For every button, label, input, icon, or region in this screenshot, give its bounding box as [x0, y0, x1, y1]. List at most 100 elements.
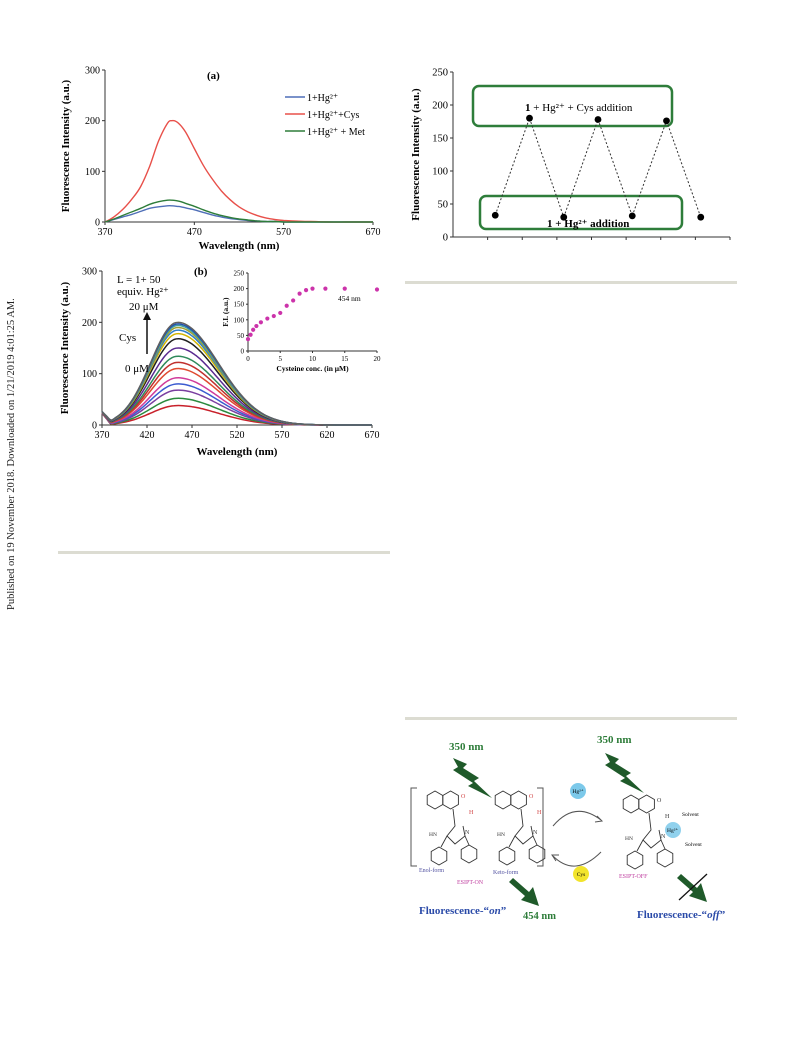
x-tick-label: 470 — [187, 227, 202, 238]
x-tick-label: 520 — [230, 430, 245, 441]
forward-arrow-head — [594, 815, 604, 823]
data-point-4 — [594, 116, 602, 123]
x-tick-label: 370 — [95, 430, 110, 441]
y-tick-label: 50 — [438, 200, 449, 211]
inset-x-tick-label: 10 — [309, 355, 317, 363]
box-bottom-label: 1 + Hg²⁺ addition — [547, 218, 629, 230]
legend-label-3: 1+Hg²⁺ + Met — [307, 127, 365, 138]
fluorescence-off-label: Fluorescence-“off” — [637, 909, 725, 921]
ring — [528, 844, 546, 864]
bond — [464, 835, 470, 846]
cys-reagent-icon — [573, 866, 589, 882]
annotation-bottom: 0 μM — [125, 363, 149, 375]
connector-5 — [631, 120, 667, 217]
atom-label: N — [465, 830, 470, 836]
atom-label: HN — [625, 836, 633, 842]
y-tick-label: 100 — [432, 167, 448, 178]
box-top — [471, 84, 674, 128]
y-axis-label: Fluorescence Intensity (a.u.) — [60, 79, 72, 212]
solvent-top-label: Solvent — [682, 812, 699, 818]
inset-y-tick-label: 250 — [234, 270, 245, 278]
emission-arrow-icon — [509, 878, 539, 906]
ring — [626, 850, 644, 870]
inset-y-tick-label: 200 — [234, 285, 245, 293]
x-tick-label: 620 — [320, 430, 335, 441]
x-tick-label: 570 — [276, 227, 291, 238]
y-axis-label: Fluorescence Intensity (a.u.) — [59, 281, 71, 414]
atom-label: HN — [497, 832, 505, 838]
ring — [638, 794, 655, 814]
inset-point-6 — [265, 316, 270, 321]
cys-reagent-label: Cys — [577, 872, 586, 878]
x-axis-label: Wavelength (nm) — [199, 240, 280, 252]
connector-1 — [494, 118, 530, 216]
ring — [498, 846, 516, 866]
data-point-7 — [697, 213, 705, 221]
x-tick-label: 570 — [275, 430, 290, 441]
keto-form-molecule: O H HN N — [494, 790, 546, 866]
y-tick-label: 250 — [432, 68, 448, 79]
x-axis-label: Wavelength (nm) — [197, 446, 278, 458]
annotation-L: L = 1+ 50 — [117, 274, 161, 286]
inset-point-9 — [284, 303, 289, 308]
divider-left — [58, 551, 390, 554]
lightning-left-icon — [453, 758, 492, 798]
inset-point-8 — [278, 310, 283, 316]
data-point-2 — [526, 114, 533, 122]
enol-form-molecule: O H HN N — [426, 790, 478, 866]
inset-point-3 — [251, 327, 256, 332]
data-point-6 — [663, 117, 670, 125]
inset-y-tick-label: 0 — [241, 348, 245, 356]
inset-x-tick-label: 0 — [246, 355, 250, 363]
y-tick-label: 150 — [432, 134, 448, 145]
atom-label: H — [665, 814, 670, 820]
ring — [656, 848, 674, 868]
x-tick-label: 370 — [98, 227, 113, 238]
data-point-3 — [560, 213, 568, 221]
ring — [494, 790, 512, 810]
inset-point-11 — [297, 291, 302, 296]
atom-label: O — [461, 794, 466, 800]
forward-arrow — [552, 810, 602, 827]
esipt-on-label: ESIPT-ON — [457, 880, 484, 886]
atom-label: N — [533, 830, 538, 836]
atom-label: O — [657, 798, 662, 804]
bracket-left — [410, 787, 417, 867]
publication-note-text: Published on 19 November 2018. Downloade… — [6, 298, 17, 610]
bracket-right — [537, 787, 544, 867]
esipt-off-label: ESIPT-OFF — [619, 874, 648, 880]
inset-point-13 — [310, 286, 315, 291]
inset-point-7 — [271, 313, 276, 319]
chart-a: 0 100 200 300 370 470 570 670 Wavelength (nm) Flu… — [60, 66, 381, 253]
imidazole-ring — [642, 812, 662, 849]
annotation-top: 20 μM — [129, 301, 159, 313]
y-axis-label: Fluorescence Intensity (a.u.) — [410, 88, 422, 221]
data-point-5 — [628, 212, 636, 220]
atom-label: HN — [429, 832, 437, 838]
box-bottom — [478, 194, 684, 231]
excitation-label-left: 350 nm — [449, 741, 484, 753]
y-tick-label: 0 — [95, 218, 100, 229]
titration-curve-16 — [101, 321, 372, 426]
connector-3 — [563, 119, 599, 218]
inset-y-tick-label: 100 — [234, 316, 245, 324]
divider-right-top — [405, 281, 737, 284]
y-tick-label: 300 — [85, 66, 100, 77]
x-tick-label: 670 — [365, 430, 380, 441]
inset-x-tick-label: 5 — [279, 355, 283, 363]
legend-label-1: 1+Hg²⁺ — [307, 93, 338, 104]
data-point-1 — [491, 211, 499, 219]
panel-label-a: (a) — [207, 70, 220, 82]
bond — [660, 839, 666, 850]
fluorescence-on-label: Fluorescence-“on” — [419, 905, 506, 917]
y-tick-label: 200 — [85, 116, 100, 127]
x-tick-label: 420 — [140, 430, 155, 441]
panel-label-b: (b) — [194, 266, 208, 278]
inset-x-tick-label: 20 — [374, 355, 382, 363]
imidazole-ring — [514, 808, 534, 845]
chart-c: 0 50 100 150 200 250 Fluorescence Intensity (a… — [410, 68, 731, 244]
connector-2 — [529, 118, 565, 218]
ring — [442, 790, 459, 810]
